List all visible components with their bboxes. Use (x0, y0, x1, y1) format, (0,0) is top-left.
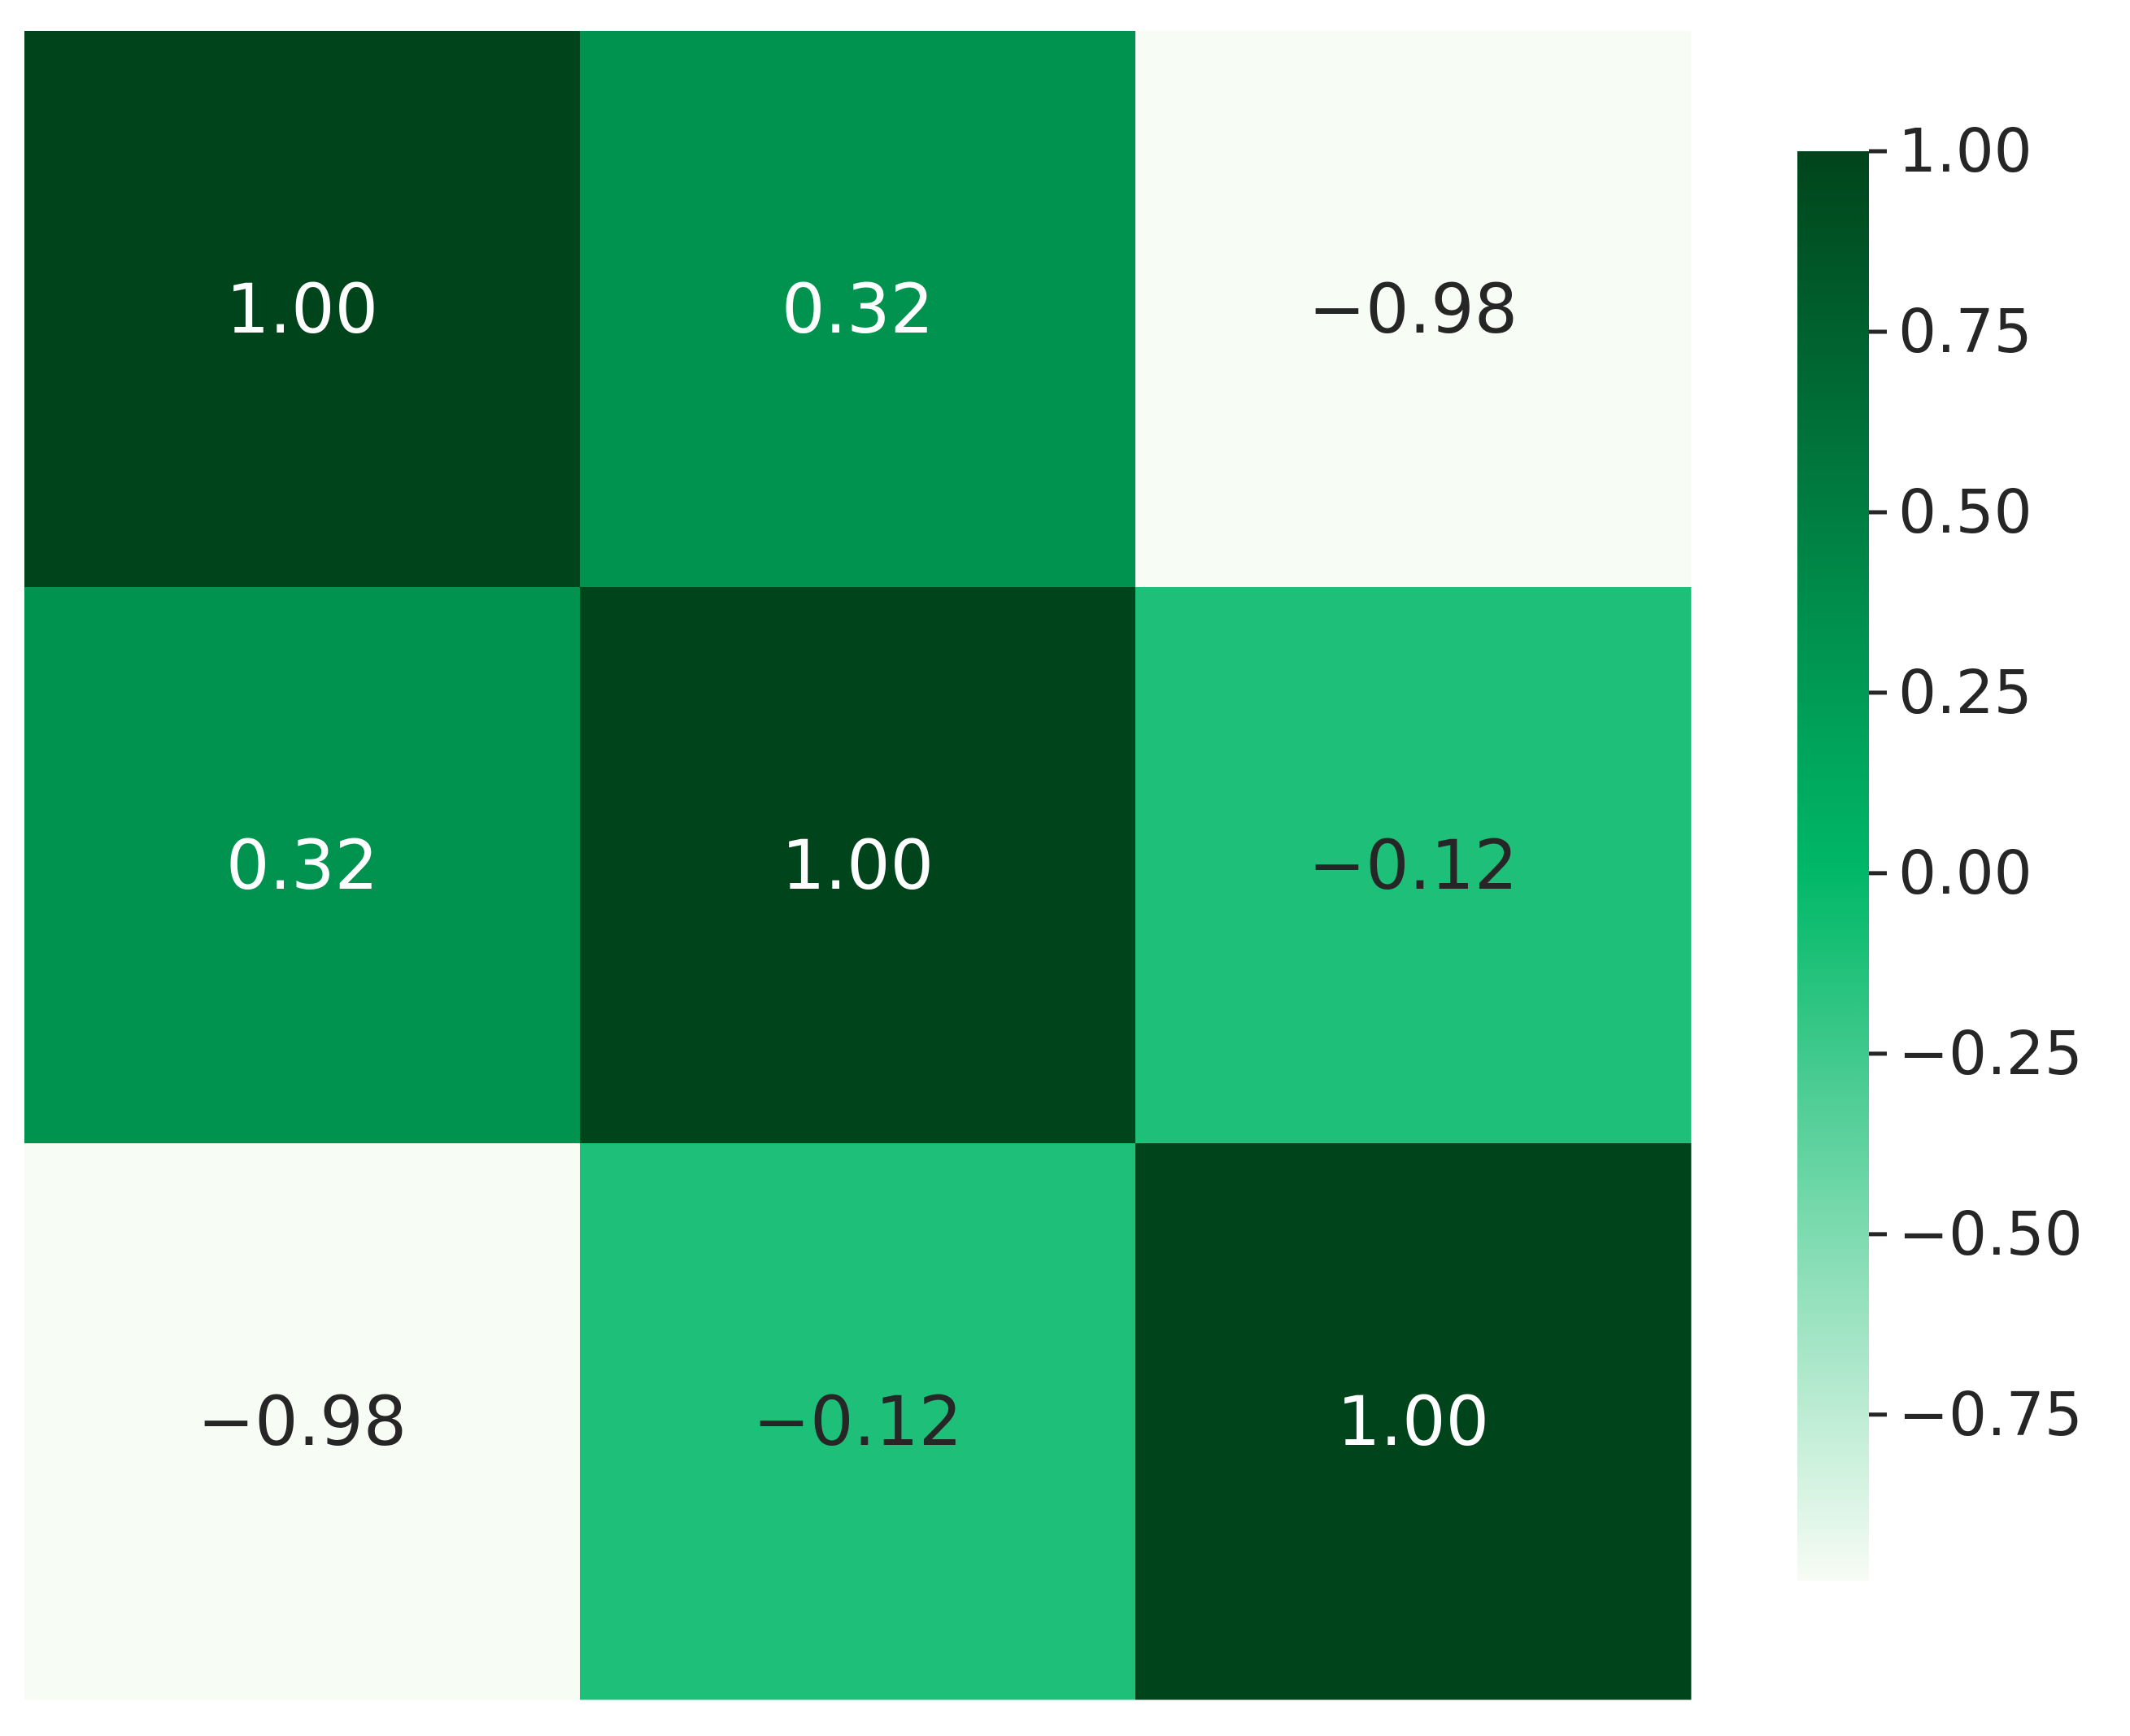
heatmap-cell (1135, 31, 1692, 588)
heatmap-cell (24, 587, 581, 1144)
colorbar: 1.00 0.75 0.50 0.25 0.00 −0.25 −0.50 −0.75 (1797, 116, 2083, 1581)
colorbar-tick-label: −0.50 (1898, 1199, 2083, 1269)
heatmap-cell-label: −0.98 (1309, 269, 1518, 349)
heatmap-cell (580, 1143, 1136, 1700)
heatmap-cell-label: 0.32 (226, 825, 378, 905)
heatmap-cell-label: 0.32 (782, 269, 934, 349)
heatmap-cell-label: −0.12 (753, 1381, 962, 1461)
colorbar-ticks: 1.00 0.75 0.50 0.25 0.00 −0.25 −0.50 −0.75 (1869, 116, 2083, 1450)
heatmap-cell-label: −0.98 (198, 1381, 407, 1461)
heatmap-cell (24, 1143, 581, 1700)
colorbar-tick-label: 0.75 (1898, 297, 2032, 367)
colorbar-tick-label: 0.00 (1898, 838, 2032, 908)
heatmap-cells (24, 31, 1692, 1700)
colorbar-tick-label: −0.25 (1898, 1019, 2083, 1089)
heatmap-cell (1135, 1143, 1692, 1700)
heatmap-cell (580, 31, 1136, 588)
heatmap-cell (24, 31, 581, 588)
heatmap-cell-label: −0.12 (1309, 825, 1518, 905)
colorbar-gradient (1797, 151, 1869, 1581)
heatmap-cell-label: 1.00 (226, 269, 378, 349)
colorbar-tick-label: 0.50 (1898, 477, 2032, 547)
colorbar-tick-label: −0.75 (1898, 1380, 2083, 1450)
heatmap-cell (580, 587, 1136, 1144)
heatmap-cell-label: 1.00 (782, 825, 934, 905)
colorbar-tick-label: 1.00 (1898, 116, 2032, 186)
heatmap-cell-label: 1.00 (1337, 1381, 1489, 1461)
heatmap-cell-labels: 1.00 0.32 −0.98 0.32 1.00 −0.12 −0.98 −0.12 1.00 (198, 269, 1518, 1461)
colorbar-tick-label: 0.25 (1898, 658, 2032, 728)
heatmap-cell (1135, 587, 1692, 1144)
